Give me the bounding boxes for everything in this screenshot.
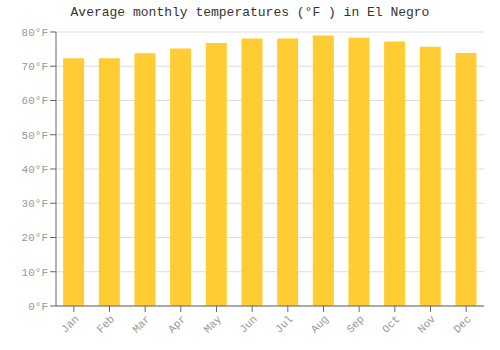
svg-text:50°F: 50°F [22, 130, 48, 142]
svg-text:0°F: 0°F [28, 301, 48, 313]
svg-text:10°F: 10°F [22, 267, 48, 279]
html-text:Average monthly temperatures (: Average monthly temperatures (°F ) in El… [70, 5, 430, 20]
svg-text:Aug: Aug [309, 313, 331, 335]
svg-text:60°F: 60°F [22, 95, 48, 107]
svg-text:40°F: 40°F [22, 164, 48, 176]
svg-text:Nov: Nov [416, 313, 439, 336]
svg-text:Sep: Sep [344, 313, 366, 335]
svg-text:Jan: Jan [59, 313, 81, 335]
svg-text:Oct: Oct [380, 313, 402, 335]
svg-text:20°F: 20°F [22, 232, 48, 244]
svg-text:Jul: Jul [273, 313, 295, 335]
svg-text:Apr: Apr [166, 313, 188, 335]
svg-text:May: May [202, 313, 225, 336]
svg-text:Feb: Feb [95, 313, 117, 335]
svg-text:30°F: 30°F [22, 198, 48, 210]
svg-text:Mar: Mar [130, 313, 152, 335]
svg-text:Dec: Dec [451, 313, 473, 335]
svg-text:70°F: 70°F [22, 61, 48, 73]
svg-text:80°F: 80°F [22, 27, 48, 39]
svg-text:Jun: Jun [237, 313, 259, 335]
